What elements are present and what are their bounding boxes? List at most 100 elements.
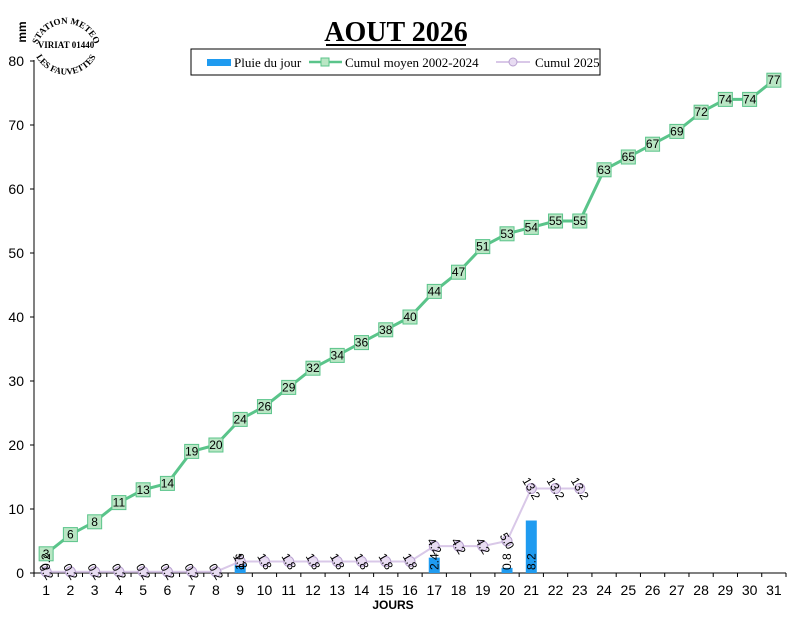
cum2025-data-label: 1.8	[400, 551, 421, 573]
avg-point	[620, 149, 636, 165]
y-tick-label: 0	[16, 565, 24, 581]
y-tick-label: 30	[8, 373, 24, 389]
cum2025-data-label: 1.8	[254, 551, 275, 573]
x-tick-label: 2	[66, 582, 74, 598]
avg-line-series	[38, 72, 782, 562]
avg-data-label: 69	[670, 124, 684, 138]
avg-point	[426, 283, 442, 299]
avg-point	[256, 399, 272, 415]
rain-bar	[428, 557, 440, 573]
avg-point	[572, 213, 588, 229]
legend-swatch-rain	[207, 59, 231, 66]
avg-data-label: 55	[573, 214, 587, 228]
x-tick-label: 15	[378, 582, 394, 598]
cum2025-point	[307, 555, 319, 567]
rain-data-label: 2.4	[427, 553, 441, 570]
cum2025-point	[258, 555, 270, 567]
y-tick-label: 60	[8, 181, 24, 197]
avg-data-label: 6	[67, 528, 74, 542]
x-tick-label: 19	[475, 582, 491, 598]
avg-data-label: 11	[113, 496, 126, 510]
avg-data-label: 19	[185, 444, 199, 458]
avg-data-label: 74	[743, 92, 757, 106]
avg-data-label: 40	[403, 310, 417, 324]
x-tick-label: 12	[305, 582, 321, 598]
x-tick-label: 30	[742, 582, 758, 598]
y-tick-label: 80	[8, 53, 24, 69]
logo-middle-text: VIRIAT 01440	[38, 40, 95, 50]
avg-point	[353, 335, 369, 351]
x-tick-label: 25	[621, 582, 637, 598]
y-tick-label: 70	[8, 117, 24, 133]
avg-point	[523, 219, 539, 235]
avg-data-label: 26	[258, 400, 272, 414]
cum2025-point	[186, 566, 198, 578]
y-tick-label: 50	[8, 245, 24, 261]
avg-point	[742, 91, 758, 107]
rain-data-label: 1.6	[233, 553, 247, 570]
x-tick-label: 1	[42, 582, 50, 598]
x-tick-label: 5	[139, 582, 147, 598]
avg-data-label: 72	[694, 105, 708, 119]
x-tick-label: 26	[645, 582, 661, 598]
y-tick-label: 40	[8, 309, 24, 325]
cum2025-point	[477, 540, 489, 552]
avg-data-label: 77	[767, 73, 781, 87]
logo-bottom-text: LES FAUVETTES	[34, 52, 97, 76]
x-axis-title: JOURS	[372, 598, 413, 612]
avg-point	[305, 360, 321, 376]
cum2025-point	[89, 566, 101, 578]
rain-data-label: 8.2	[524, 553, 538, 570]
cum2025-point	[210, 566, 222, 578]
x-tick-label: 24	[596, 582, 612, 598]
cum2025-data-label: 0.2	[181, 561, 202, 583]
cum2025-data-label: 1.8	[327, 551, 348, 573]
x-tick-label: 8	[212, 582, 220, 598]
cum2025-data-label: 1.8	[376, 551, 397, 573]
x-tick-label: 7	[188, 582, 196, 598]
avg-point	[232, 411, 248, 427]
avg-data-label: 8	[91, 515, 98, 529]
x-tick-label: 17	[426, 582, 442, 598]
rain-data-label: 0.8	[500, 553, 514, 570]
avg-data-label: 34	[331, 348, 345, 362]
y-ticks: 0 10 20 30 40 50 60 70 80	[8, 53, 34, 581]
cum2025-point	[331, 555, 343, 567]
avg-point	[281, 379, 297, 395]
x-tick-label: 21	[524, 582, 540, 598]
avg-point	[693, 104, 709, 120]
cum2025-data-label: 1.8	[303, 551, 324, 573]
avg-data-label: 29	[282, 380, 296, 394]
legend-label-avg: Cumul moyen 2002-2024	[345, 55, 479, 70]
avg-point	[111, 495, 127, 511]
rain-data-label: 0.2	[39, 553, 53, 570]
avg-point	[596, 162, 612, 178]
avg-point	[184, 443, 200, 459]
avg-point	[645, 136, 661, 152]
avg-data-label: 65	[622, 150, 636, 164]
avg-data-label: 67	[646, 137, 660, 151]
cum2025-data-label: 0.2	[60, 561, 81, 583]
cum2025-point	[574, 483, 586, 495]
x-tick-label: 27	[669, 582, 685, 598]
avg-point	[159, 475, 175, 491]
cum2025-data-label: 0.2	[133, 561, 154, 583]
avg-data-label: 20	[209, 438, 223, 452]
legend-label-rain: Pluie du jour	[234, 55, 302, 70]
x-tick-label: 20	[499, 582, 515, 598]
avg-point	[766, 72, 782, 88]
avg-data-label: 24	[234, 412, 248, 426]
x-tick-label: 3	[91, 582, 99, 598]
avg-data-label: 54	[525, 220, 539, 234]
avg-data-label: 47	[452, 265, 466, 279]
avg-data-label: 55	[549, 214, 563, 228]
cum2025-point	[40, 566, 52, 578]
x-tick-label: 23	[572, 582, 588, 598]
cum2025-point	[404, 555, 416, 567]
avg-point	[669, 123, 685, 139]
avg-data-label: 36	[355, 336, 369, 350]
x-tick-label: 31	[766, 582, 782, 598]
x-tick-label: 6	[164, 582, 172, 598]
avg-data-label: 3	[43, 547, 50, 561]
